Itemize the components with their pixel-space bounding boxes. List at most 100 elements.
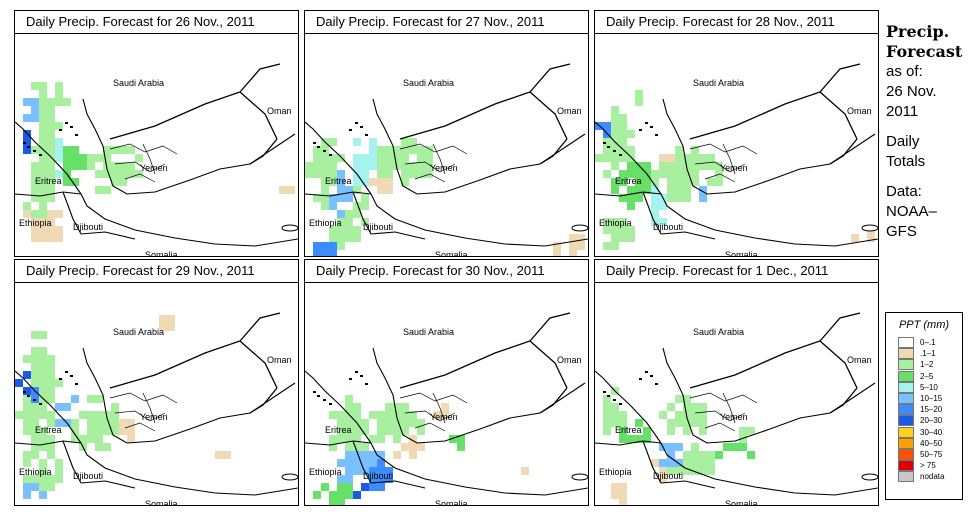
map-label-eritrea: Eritrea	[615, 176, 642, 186]
precip-cell	[87, 411, 95, 419]
precip-cell	[337, 170, 345, 178]
precip-cell	[659, 162, 667, 170]
precip-cell	[393, 435, 401, 443]
forecast-info: Precip. Forecast as of: 26 Nov. 2011 Dai…	[886, 22, 971, 242]
precip-cell	[39, 347, 47, 355]
island	[313, 142, 316, 144]
map-labels: Saudi Arabia Oman Yemen Eritrea Ethiopia Djib…	[309, 327, 582, 505]
precip-cell	[39, 106, 47, 114]
precip-cell	[353, 210, 361, 218]
precip-cell	[603, 403, 611, 411]
border-line	[370, 480, 426, 489]
precip-cell	[691, 178, 699, 186]
island	[70, 375, 73, 377]
legend-item: 30–40	[898, 426, 962, 438]
precip-cell	[619, 138, 627, 146]
precip-cell	[611, 411, 619, 419]
precip-cell	[611, 491, 619, 499]
precip-cell	[619, 194, 627, 202]
legend-label: 30–40	[920, 427, 943, 437]
legend-label: 40–50	[920, 438, 943, 448]
precip-cell	[401, 427, 409, 435]
precip-cell	[31, 114, 39, 122]
island	[317, 146, 320, 148]
precip-cell	[345, 403, 353, 411]
precip-cell	[603, 411, 611, 419]
info-data-line3: GFS	[886, 223, 917, 240]
precip-cell	[345, 186, 353, 194]
precip-cell	[667, 162, 675, 170]
precip-cell	[55, 234, 63, 242]
precip-cell	[393, 146, 401, 154]
legend-item: 1–2	[898, 359, 962, 371]
precip-cell	[401, 178, 409, 186]
precip-cell	[47, 170, 55, 178]
precip-cell	[401, 443, 409, 451]
precip-cell	[47, 363, 55, 371]
red-sea-islands	[23, 122, 78, 156]
precip-cell	[353, 411, 361, 419]
panel-title: Daily Precip. Forecast for 26 Nov., 2011	[15, 11, 298, 34]
precip-cell	[39, 114, 47, 122]
precip-cell	[675, 154, 683, 162]
precip-cell	[71, 395, 79, 403]
precip-cell	[667, 443, 675, 451]
island	[59, 378, 62, 380]
border-line	[404, 161, 456, 173]
precip-cell	[667, 154, 675, 162]
legend-swatch	[898, 359, 914, 371]
precip-cell	[643, 162, 651, 170]
precip-cell	[103, 154, 111, 162]
border-line	[660, 442, 878, 496]
precip-cell	[361, 194, 369, 202]
precip-cell	[353, 491, 361, 499]
island	[23, 391, 26, 393]
precip-cell	[31, 226, 39, 234]
border-line	[689, 312, 861, 389]
precip-cell	[321, 178, 329, 186]
precip-cell	[39, 355, 47, 363]
precip-cell	[683, 194, 691, 202]
panel-title: Daily Precip. Forecast for 1 Dec., 2011	[595, 260, 878, 283]
precip-cell	[23, 483, 31, 491]
info-title-line1: Precip.	[886, 22, 950, 41]
precip-cell	[47, 419, 55, 427]
precip-cell	[691, 403, 699, 411]
precip-cell	[619, 122, 627, 130]
precip-cell	[401, 403, 409, 411]
precip-cell	[675, 443, 683, 451]
precip-cell	[39, 379, 47, 387]
info-asof-line1: as of:	[886, 63, 923, 80]
precip-cell	[385, 154, 393, 162]
red-sea-islands	[603, 371, 658, 405]
precip-cell	[87, 162, 95, 170]
precip-cell	[313, 146, 321, 154]
forecast-panel-5: Daily Precip. Forecast for 30 Nov., 2011…	[304, 259, 589, 506]
precip-cell	[603, 218, 611, 226]
precip-cell	[23, 146, 31, 154]
precip-cell	[63, 146, 71, 154]
island	[75, 134, 78, 136]
precip-cell	[353, 467, 361, 475]
precip-cell	[329, 162, 337, 170]
precip-cell	[627, 170, 635, 178]
precip-cell	[667, 419, 675, 427]
precip-cell	[111, 178, 119, 186]
border-line	[529, 91, 568, 140]
precip-cell	[31, 483, 39, 491]
precip-cell	[31, 355, 39, 363]
info-data-line2: NOAA–	[886, 203, 937, 220]
legend-item: 20–30	[898, 415, 962, 427]
precip-cell	[23, 355, 31, 363]
precip-cell	[71, 178, 79, 186]
precip-cell	[39, 178, 47, 186]
precip-cell	[31, 162, 39, 170]
precip-cell	[619, 218, 627, 226]
precip-cell	[361, 443, 369, 451]
island	[27, 395, 30, 397]
precip-cell	[47, 114, 55, 122]
precip-cell	[401, 162, 409, 170]
precip-cell	[39, 154, 47, 162]
precip-cell	[441, 411, 449, 419]
precip-cell	[627, 154, 635, 162]
